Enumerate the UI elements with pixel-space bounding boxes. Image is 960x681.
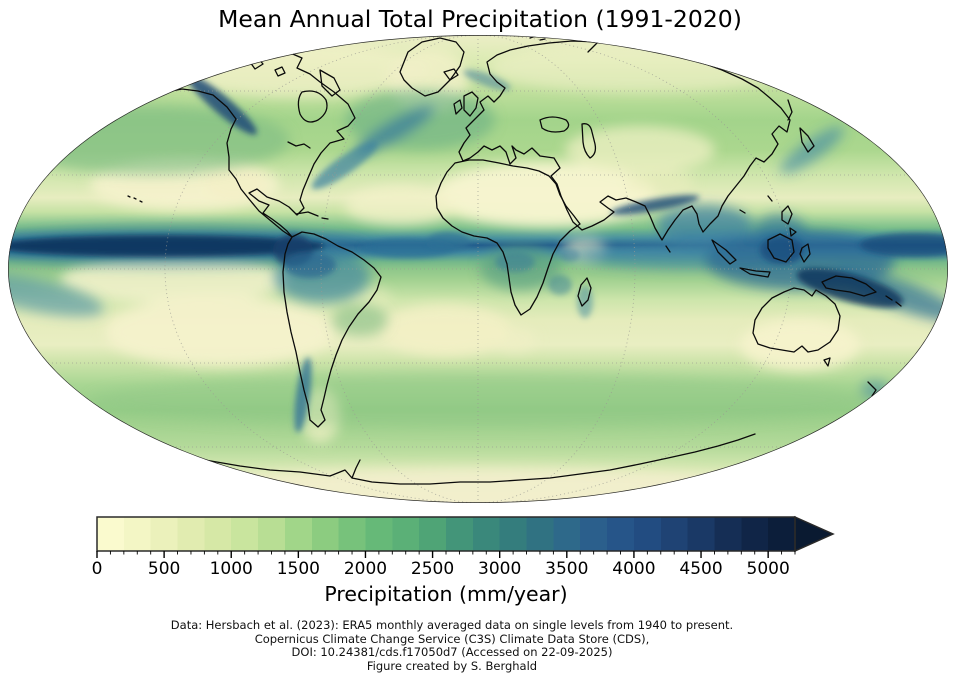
colorbar-segment [714,517,742,551]
colorbar-tick-label: 3500 [545,559,589,579]
colorbar-tick-label: 500 [147,559,181,579]
colorbar-segment [633,517,662,551]
map-field [8,35,948,503]
colorbar-segment [258,517,286,551]
colorbar-segment [123,517,152,551]
colorbar-segment [97,517,125,551]
colorbar-tick-label: 1500 [276,559,320,579]
wet-cores [8,69,948,433]
colorbar-segment [204,517,232,551]
coastlines [117,35,902,485]
colorbar-segment [741,517,769,551]
colorbar-segment [311,517,340,551]
colorbar-segment [499,517,528,551]
attribution-line-author: Figure created by S. Berghald [366,658,538,673]
attribution-line-data: Data: Hersbach et al. (2023): ERA5 month… [170,618,734,632]
colorbar-segment [419,517,447,551]
colorbar-segment [660,517,689,551]
colorbar-segment [365,517,393,551]
attribution-line-doi: DOI: 10.24381/cds.f17050d7 (Accessed on … [291,645,613,660]
colorbar-tick-label: 1000 [209,559,253,579]
colorbar-tick-label: 4500 [679,559,723,579]
colorbar-tick-label: 0 [91,559,103,579]
colorbar [96,515,835,558]
colorbar-tick-label: 3000 [478,559,522,579]
colorbar-segment [687,517,715,551]
attribution-line-service: Copernicus Climate Change Service (C3S) … [254,631,650,646]
attribution-block: Data: Hersbach et al. (2023): ERA5 month… [0,618,904,673]
colorbar-segment [392,517,420,551]
colorbar-segment [768,517,796,551]
colorbar-segment [446,517,474,551]
colorbar-segment [231,517,259,551]
colorbar-segment [177,517,205,551]
colorbar-segment [472,517,501,551]
colorbar-tick-label: 2500 [410,559,455,579]
colorbar-tick-label: 2000 [343,559,388,579]
colorbar-segment [150,517,179,551]
colorbar-segment [553,517,581,551]
colorbar-segment [338,517,366,551]
colorbar-tick-label: 4000 [612,559,656,579]
colorbar-tick-label: 5000 [746,559,790,579]
colorbar-segment [284,517,313,551]
colorbar-segment [526,517,554,551]
colorbar-segment [580,517,608,551]
figure-title: Mean Annual Total Precipitation (1991-20… [218,5,742,33]
colorbar-label: Precipitation (mm/year) [324,582,568,606]
colorbar-extend-arrow [794,515,835,553]
colorbar-segment [607,517,635,551]
